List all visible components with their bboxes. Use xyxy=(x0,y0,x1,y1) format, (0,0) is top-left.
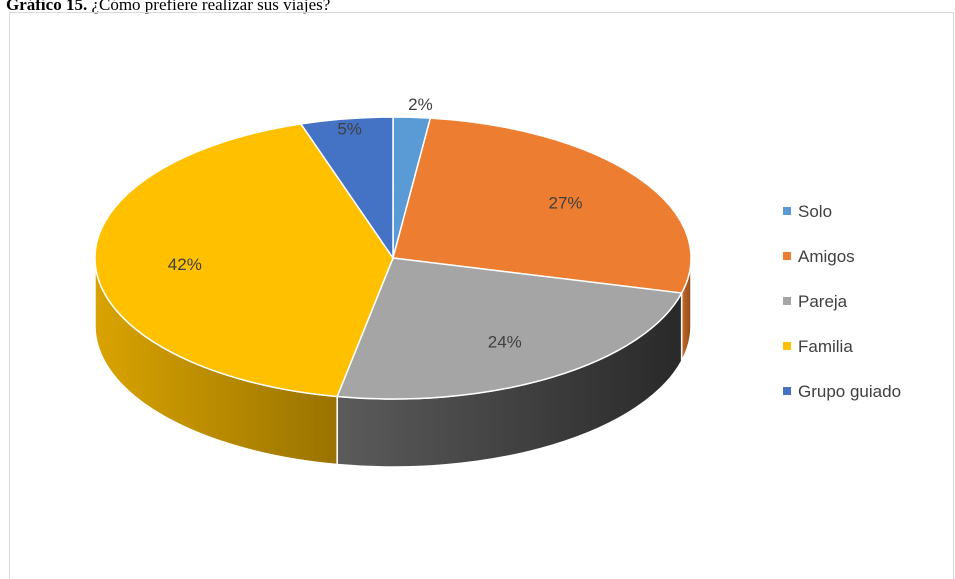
pie-data-labels: 2% 27% 24% 42% 5% xyxy=(168,95,583,351)
chart-caption: Gráfico 15. ¿Cómo prefiere realizar sus … xyxy=(6,0,330,15)
caption-prefix: Gráfico 15. xyxy=(6,0,88,14)
legend: Solo Amigos Pareja Familia Grupo guiado xyxy=(783,202,901,401)
legend-label: Solo xyxy=(798,202,832,221)
legend-swatch xyxy=(783,252,791,260)
legend-swatch xyxy=(783,207,791,215)
data-label-pareja: 24% xyxy=(488,332,522,351)
legend-swatch xyxy=(783,387,791,395)
pie-slices xyxy=(94,116,692,400)
slice-familia xyxy=(94,123,394,398)
legend-item-grupo-guiado: Grupo guiado xyxy=(783,382,901,401)
legend-swatch xyxy=(783,297,791,305)
caption-text: ¿Cómo prefiere realizar sus viajes? xyxy=(87,0,331,14)
data-label-amigos: 27% xyxy=(549,194,583,213)
data-label-familia: 42% xyxy=(168,255,202,274)
legend-item-solo: Solo xyxy=(783,202,832,221)
legend-item-amigos: Amigos xyxy=(783,247,855,266)
legend-label: Familia xyxy=(798,337,853,356)
slice-grupo-guiado xyxy=(299,116,394,261)
data-label-grupo-guiado: 5% xyxy=(337,119,362,138)
legend-swatch xyxy=(783,342,791,350)
data-label-solo: 2% xyxy=(408,95,433,114)
slice-amigos xyxy=(392,117,692,294)
chart-frame xyxy=(9,12,954,579)
legend-item-pareja: Pareja xyxy=(783,292,848,311)
legend-label: Pareja xyxy=(798,292,848,311)
legend-label: Amigos xyxy=(798,247,855,266)
legend-label: Grupo guiado xyxy=(798,382,901,401)
legend-item-familia: Familia xyxy=(783,337,853,356)
slice-pareja xyxy=(336,257,683,400)
